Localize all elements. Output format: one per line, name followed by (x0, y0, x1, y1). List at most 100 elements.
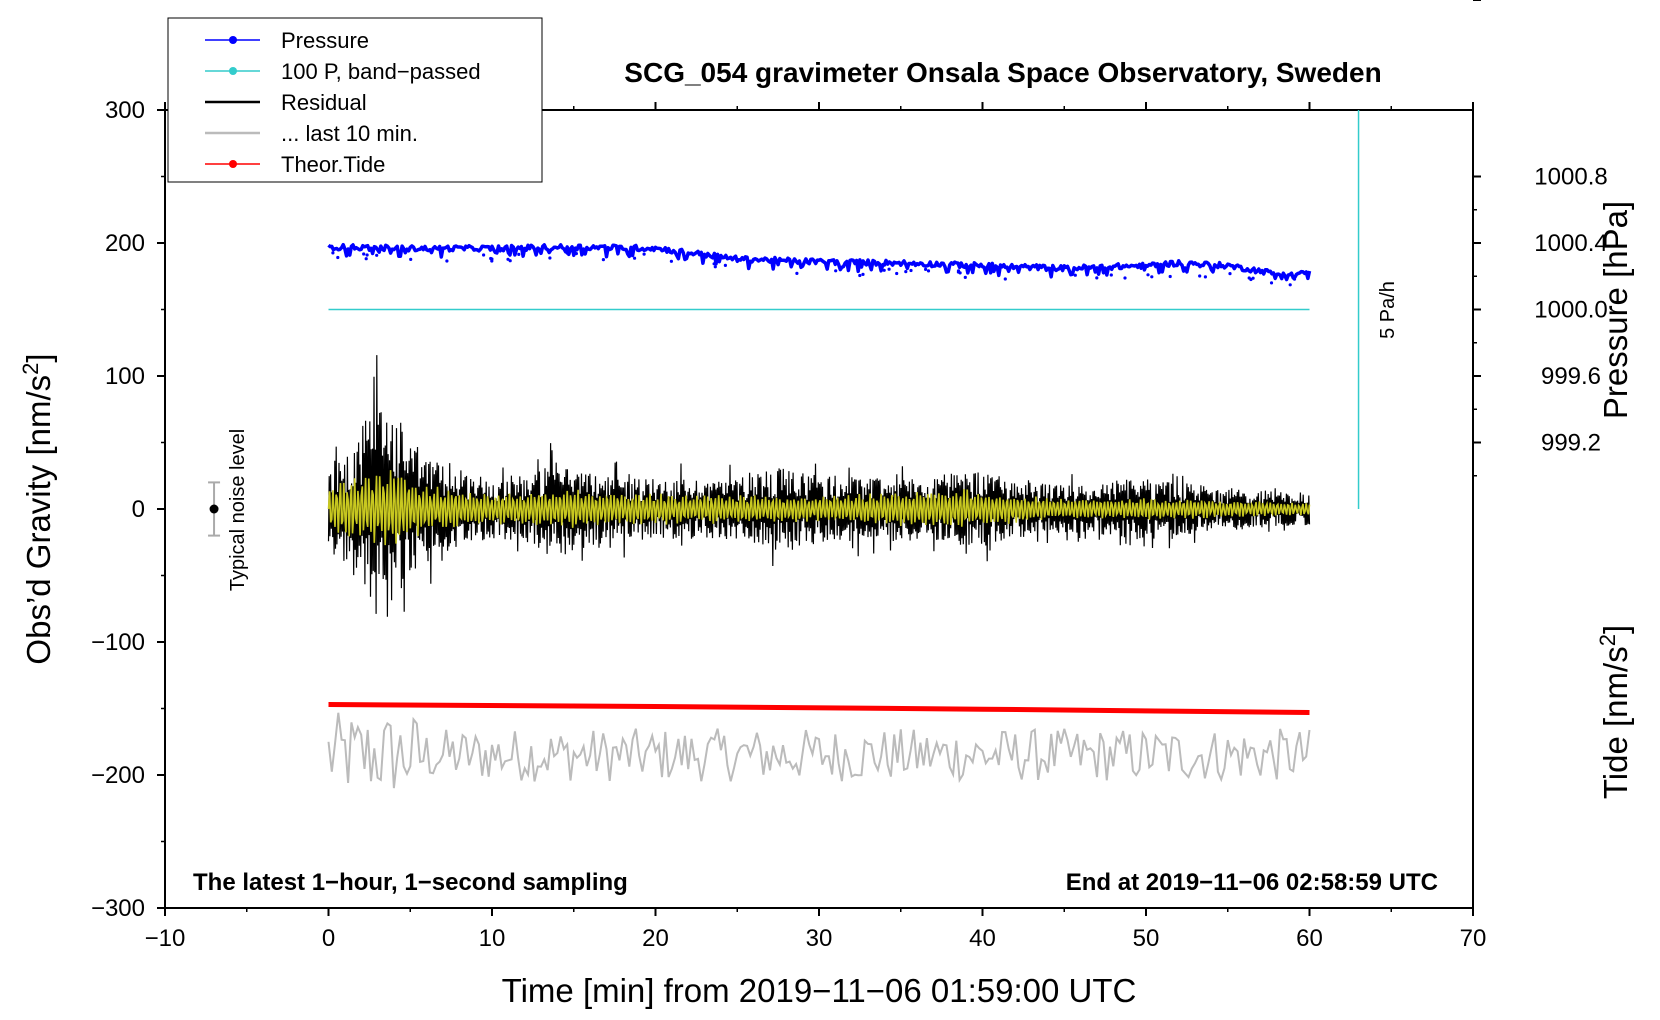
tide-tick-label: 0 (1564, 0, 1577, 6)
pressure-point (375, 253, 379, 257)
pressure-point (861, 272, 865, 276)
pressure-tick-label: 999.6 (1541, 363, 1601, 390)
rate-scale-label: 5 Pa/h (1377, 281, 1399, 339)
tide-tick-label: 500 (1551, 0, 1591, 6)
tide-axis-ticks: 10005000−500−1000−1500 (1473, 0, 1605, 6)
y-tick-label: 300 (105, 97, 145, 124)
pressure-point (895, 271, 899, 276)
pressure-point (956, 270, 961, 274)
pressure-point (926, 269, 931, 273)
pressure-point (409, 257, 413, 261)
pressure-point (482, 253, 486, 257)
pressure-point (882, 268, 886, 272)
pressure-point (331, 251, 335, 255)
y-axis-label-left-main: Obs’d Gravity [nm/s (20, 375, 57, 665)
pressure-point (1073, 273, 1077, 277)
pressure-point (924, 267, 928, 271)
y-axis-label-left-sup: 2 (18, 363, 43, 375)
x-tick-label: 50 (1133, 925, 1160, 952)
pressure-point (1146, 273, 1150, 277)
pressure-point (445, 259, 449, 263)
pressure-point (365, 253, 369, 257)
pressure-point (548, 256, 552, 260)
pressure-line (327, 242, 1312, 282)
pressure-tick-label: 999.2 (1541, 430, 1601, 457)
y-axis-ticks: −300 −200 −100 0 100 200 300 (91, 97, 165, 922)
legend-label: Residual (281, 90, 367, 115)
noise-level-label: Typical noise level (227, 429, 249, 591)
x-axis-ticks: −10 0 10 20 30 40 50 60 70 (145, 102, 1487, 952)
pressure-point (963, 275, 967, 279)
pressure-axis-label: Pressure [hPa] (1597, 201, 1634, 419)
pressure-point (946, 270, 950, 274)
pressure-point (1228, 272, 1232, 276)
y-tick-label: −100 (91, 629, 145, 656)
x-tick-label: 70 (1460, 925, 1487, 952)
y-tick-label: 200 (105, 230, 145, 257)
pressure-point (795, 271, 799, 275)
pressure-point (1198, 274, 1202, 278)
pressure-point (362, 252, 366, 256)
x-tick-label: 30 (806, 925, 833, 952)
pressure-point (1288, 283, 1292, 287)
pressure-point (834, 269, 838, 273)
pressure-point (1168, 274, 1172, 279)
x-tick-label: 0 (322, 925, 335, 952)
pressure-point (565, 251, 569, 255)
pressure-tick-label: 1000.8 (1534, 164, 1607, 191)
series-theor-tide (328, 702, 1310, 715)
legend: Pressure 100 P, band−passed Residual ... la… (167, 17, 543, 183)
x-tick-label: 20 (642, 925, 669, 952)
pressure-point (508, 259, 512, 263)
series-pressure (327, 242, 1312, 287)
end-time-note: End at 2019−11−06 02:58:59 UTC (1066, 869, 1438, 896)
pressure-point (887, 267, 891, 271)
legend-label: Pressure (281, 28, 369, 53)
pressure-point (712, 262, 716, 266)
y-axis-label-left-close: ] (20, 353, 57, 362)
x-tick-label: 60 (1296, 925, 1323, 952)
legend-label: 100 P, band−passed (281, 59, 481, 84)
pressure-point (574, 252, 579, 256)
legend-box (167, 17, 543, 183)
pressure-point (601, 258, 606, 262)
tide-axis-label-main: Tide [nm/s (1597, 646, 1634, 799)
tide-axis-label-sup: 2 (1595, 634, 1620, 646)
pressure-point (858, 273, 862, 278)
pressure-point (512, 251, 517, 256)
y-tick-label: −300 (91, 895, 145, 922)
y-axis-label-left: Obs’d Gravity [nm/s2] (18, 353, 57, 664)
pressure-point (336, 255, 340, 260)
tide-tick-label: 1000 (1544, 0, 1597, 6)
pressure-point (1109, 273, 1113, 277)
tide-tick-label: −500 (1544, 0, 1598, 6)
residual-line (327, 355, 1311, 617)
y-tick-label: 100 (105, 363, 145, 390)
last-10-min-line (327, 712, 1311, 789)
pressure-tick-label: 1000.0 (1534, 297, 1607, 324)
theor-tide-line (328, 702, 1310, 715)
pressure-point (723, 263, 728, 267)
y-tick-label: −200 (91, 762, 145, 789)
legend-label: Theor.Tide (281, 152, 385, 177)
series-residual-smoothed (327, 470, 1311, 546)
x-tick-label: −10 (145, 925, 186, 952)
pressure-point (825, 267, 829, 271)
pressure-point (364, 257, 368, 261)
pressure-point (1095, 276, 1099, 280)
x-tick-label: 10 (479, 925, 506, 952)
pressure-point (490, 257, 494, 261)
pressure-tick-label: 1000.4 (1534, 230, 1607, 257)
pressure-point (1292, 277, 1297, 281)
residual-smoothed-line (327, 470, 1311, 546)
y-tick-label: 0 (132, 496, 145, 523)
pressure-point (1251, 276, 1255, 280)
sampling-note: The latest 1−hour, 1−second sampling (193, 869, 628, 896)
pressure-point (1269, 281, 1274, 285)
x-tick-label: 40 (969, 925, 996, 952)
series-last-10-min (327, 712, 1311, 789)
pressure-point (517, 252, 521, 256)
pressure-point (909, 268, 913, 273)
pressure-point (642, 252, 646, 256)
